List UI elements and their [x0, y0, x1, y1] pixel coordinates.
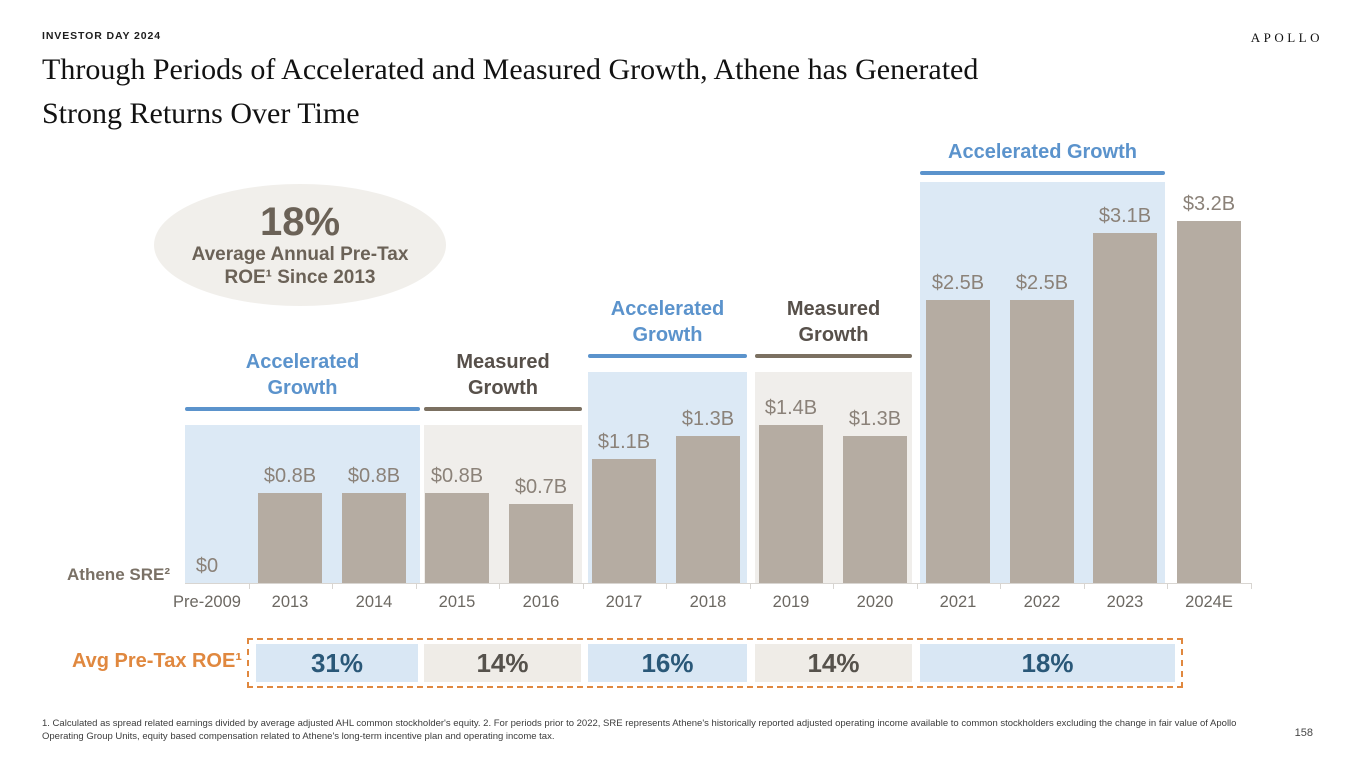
- x-axis-tick: [666, 583, 667, 589]
- x-axis-label: 2024E: [1185, 593, 1233, 611]
- bar: [425, 493, 489, 583]
- x-axis-tick: [583, 583, 584, 589]
- bar-value-label: $0: [195, 555, 219, 577]
- series-label: Athene SRE²: [67, 565, 170, 584]
- growth-period-label: Accelerated Growth: [610, 298, 725, 346]
- bar: [1010, 300, 1074, 583]
- x-axis-label: 2016: [522, 593, 560, 611]
- badge-subtitle-line-1: Average Annual Pre-Tax: [191, 244, 409, 265]
- badge-subtitle-line-2: ROE¹ Since 2013: [224, 267, 376, 288]
- growth-period-underline: [755, 354, 912, 358]
- growth-period-label: Accelerated Growth: [948, 141, 1137, 163]
- x-axis-label: 2019: [772, 593, 810, 611]
- roe-cell: 18%: [920, 644, 1175, 682]
- bar: [926, 300, 990, 583]
- x-axis-label: Pre-2009: [173, 593, 241, 611]
- x-axis-label: 2022: [1023, 593, 1061, 611]
- growth-period-underline: [424, 407, 582, 411]
- slide-title: Through Periods of Accelerated and Measu…: [42, 48, 1282, 136]
- bar-value-label: $2.5B: [1015, 272, 1069, 294]
- bar-value-label: $3.2B: [1182, 193, 1236, 215]
- x-axis-tick: [1167, 583, 1168, 589]
- growth-period-label: Accelerated Growth: [245, 351, 360, 399]
- bar: [258, 493, 322, 583]
- bar: [843, 436, 907, 583]
- slide-title-line-1: Through Periods of Accelerated and Measu…: [42, 53, 979, 86]
- x-axis-label: 2020: [856, 593, 894, 611]
- bar-value-label: $1.3B: [681, 408, 735, 430]
- x-axis-tick: [249, 583, 250, 589]
- x-axis-label: 2018: [689, 593, 727, 611]
- badge-value: 18%: [259, 200, 341, 244]
- bar-value-label: $2.5B: [931, 272, 985, 294]
- x-axis-label: 2017: [605, 593, 643, 611]
- apollo-logo: APOLLO: [1250, 30, 1323, 45]
- roe-cell: 31%: [256, 644, 418, 682]
- bar: [592, 459, 656, 583]
- bar: [1177, 221, 1241, 583]
- roe-cell: 16%: [588, 644, 747, 682]
- bar: [759, 425, 823, 583]
- x-axis-label: 2021: [939, 593, 977, 611]
- bar-value-label: $1.4B: [764, 397, 818, 419]
- x-axis-label: 2023: [1106, 593, 1144, 611]
- roe-highlight-badge: 18% Average Annual Pre-Tax ROE¹ Since 20…: [154, 184, 446, 306]
- x-axis-tick: [1000, 583, 1001, 589]
- roe-cell: 14%: [424, 644, 581, 682]
- roe-dashed-box: [247, 638, 1183, 688]
- eyebrow-label: INVESTOR DAY 2024: [42, 30, 161, 42]
- x-axis-tick: [499, 583, 500, 589]
- bar-value-label: $3.1B: [1098, 205, 1152, 227]
- x-axis-tick: [332, 583, 333, 589]
- x-axis-tick: [416, 583, 417, 589]
- bar-value-label: $0.7B: [514, 476, 568, 498]
- x-axis-label: 2013: [271, 593, 309, 611]
- bar: [509, 504, 573, 583]
- bar-value-label: $1.3B: [848, 408, 902, 430]
- x-axis-tick: [1251, 583, 1252, 589]
- slide-title-line-2: Strong Returns Over Time: [42, 97, 360, 130]
- growth-period-label: Measured Growth: [786, 298, 881, 346]
- bar-value-label: $0.8B: [347, 465, 401, 487]
- x-axis-tick: [917, 583, 918, 589]
- bar-value-label: $1.1B: [597, 431, 651, 453]
- bar: [676, 436, 740, 583]
- x-axis-label: 2014: [355, 593, 393, 611]
- x-axis-tick: [833, 583, 834, 589]
- x-axis-tick: [750, 583, 751, 589]
- bar: [1093, 233, 1157, 583]
- growth-period-underline: [588, 354, 747, 358]
- footnote: 1. Calculated as spread related earnings…: [42, 718, 1237, 742]
- growth-period-label: Measured Growth: [456, 351, 550, 399]
- roe-row-label: Avg Pre-Tax ROE¹: [71, 650, 242, 672]
- x-axis-label: 2015: [438, 593, 476, 611]
- growth-period-underline: [185, 407, 420, 411]
- bar-value-label: $0.8B: [263, 465, 317, 487]
- x-axis-line: [185, 583, 1251, 584]
- page-number: 158: [1294, 727, 1313, 739]
- x-axis-tick: [1084, 583, 1085, 589]
- bar-value-label: $0.8B: [430, 465, 484, 487]
- bar: [342, 493, 406, 583]
- growth-period-underline: [920, 171, 1165, 175]
- roe-cell: 14%: [755, 644, 912, 682]
